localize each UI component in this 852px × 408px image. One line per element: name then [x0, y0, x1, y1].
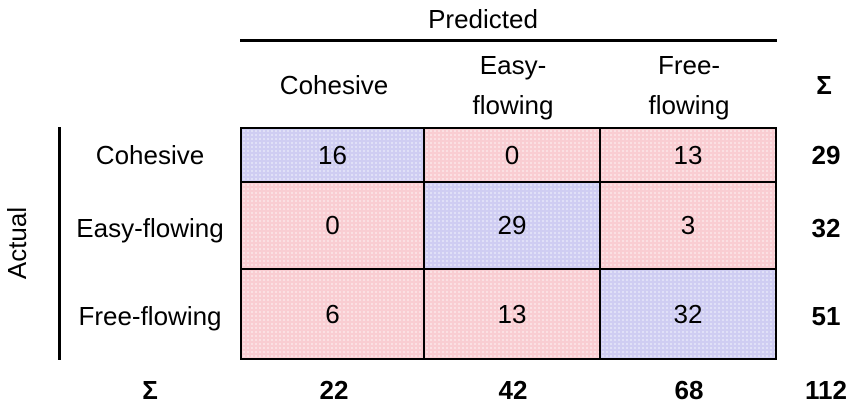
predicted-axis-title: Predicted: [428, 4, 538, 34]
matrix-cell-r1c3: 13: [601, 129, 775, 181]
matrix-cell-r3c3: 32: [601, 270, 775, 358]
col-total-free-flowing: 68: [674, 375, 704, 405]
actual-axis-rule: [58, 127, 61, 360]
matrix-cell-r2c2: 29: [425, 183, 599, 268]
row-header-free-flowing: Free-flowing: [78, 301, 222, 331]
matrix-cell-r1c2: 0: [425, 129, 599, 181]
matrix-cell-r1c1: 16: [242, 129, 423, 181]
matrix-cell-r2c3: 3: [601, 183, 775, 268]
col-total-cohesive: 22: [319, 375, 349, 405]
matrix-cell-r3c2: 13: [425, 270, 599, 358]
matrix-grid: 16 0 13 0 29 3 6 13 32: [240, 127, 777, 360]
matrix-cell-r3c1: 6: [242, 270, 423, 358]
row-total-cohesive: 29: [811, 140, 841, 170]
row-total-easy-flowing: 32: [811, 212, 841, 243]
actual-axis-title: Actual: [2, 206, 32, 280]
row-total-free-flowing: 51: [811, 301, 841, 331]
row-header-easy-flowing: Easy-flowing: [76, 212, 224, 243]
column-header-easy-flowing: Easy-flowing: [472, 50, 554, 120]
sum-symbol: Σ: [816, 70, 832, 100]
sum-symbol: Σ: [142, 375, 158, 405]
col-total-easy-flowing: 42: [498, 375, 528, 405]
matrix-cell-r2c1: 0: [242, 183, 423, 268]
row-header-cohesive: Cohesive: [95, 140, 205, 170]
column-header-cohesive: Cohesive: [279, 70, 389, 100]
grand-total: 112: [805, 375, 847, 405]
column-header-free-flowing: Free-flowing: [648, 50, 730, 120]
predicted-underline: [240, 39, 777, 42]
